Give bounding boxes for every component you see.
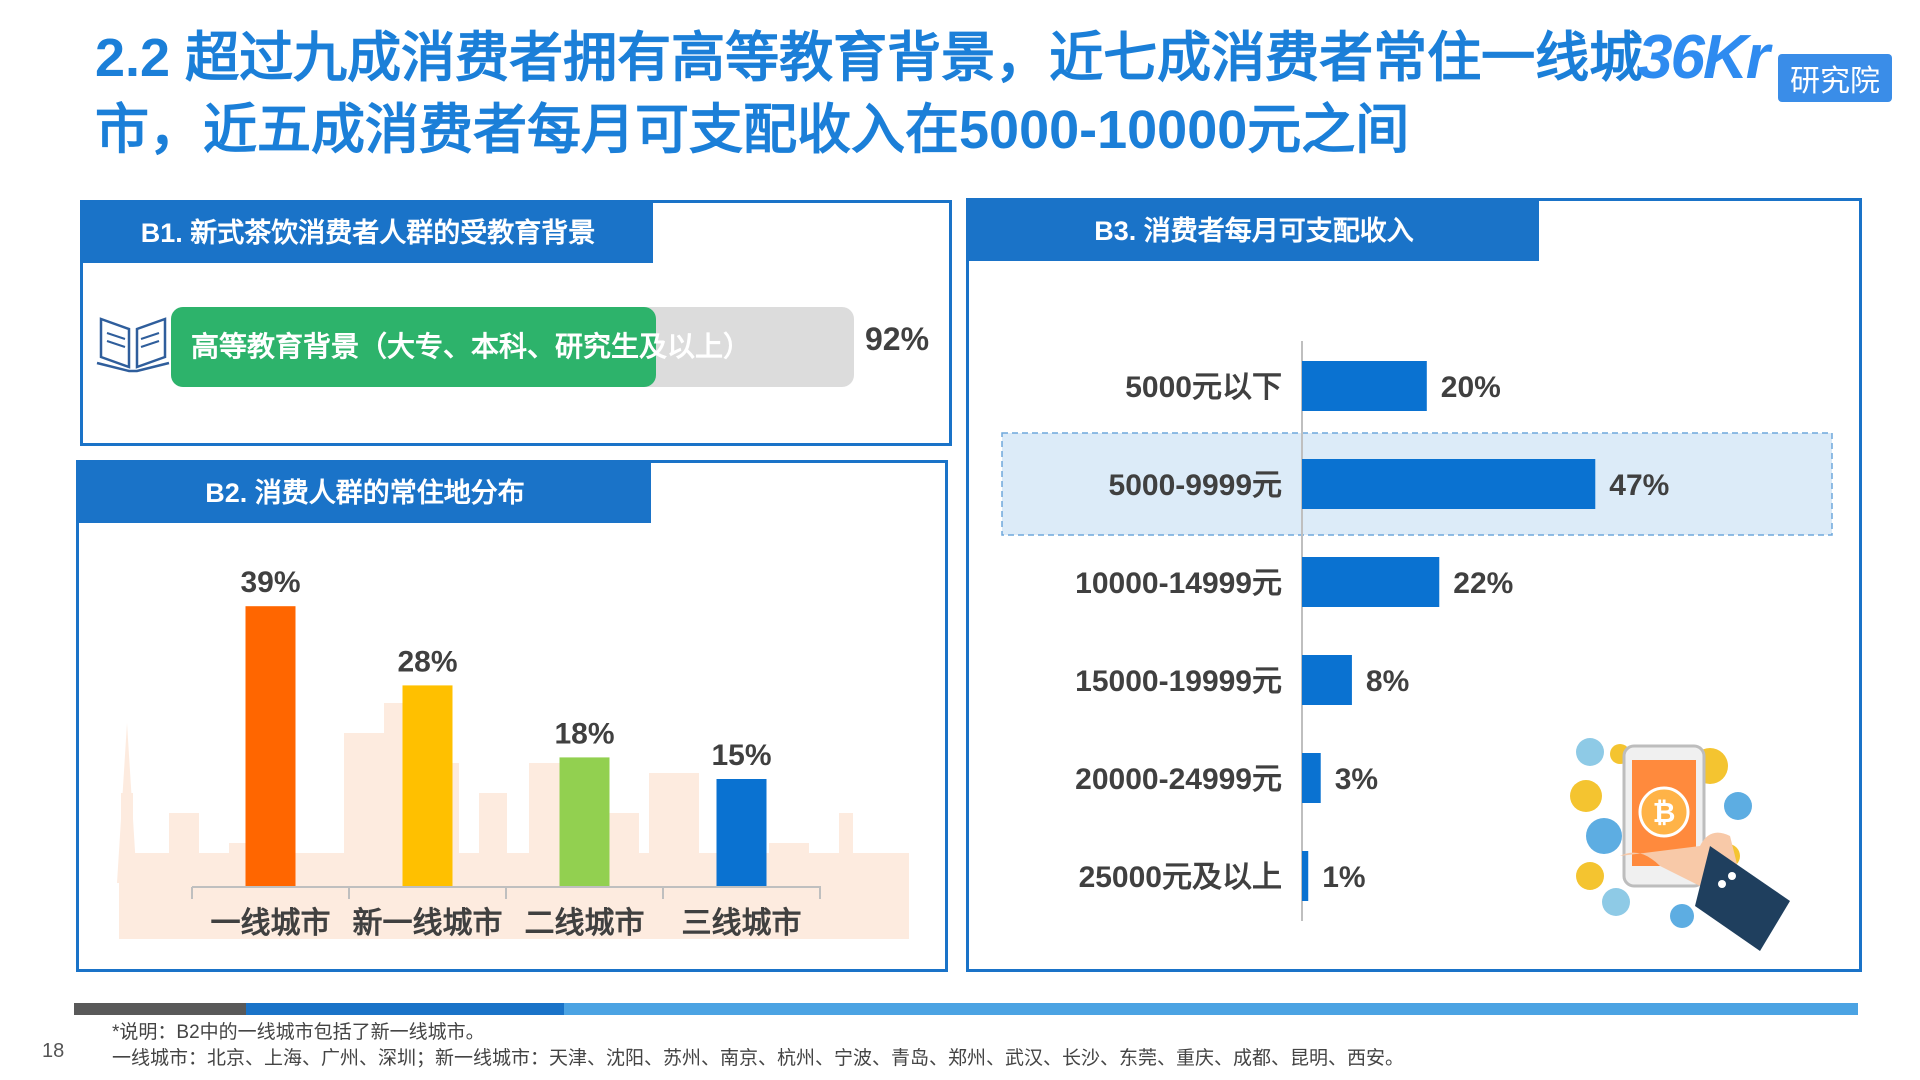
income-bar <box>1302 361 1427 411</box>
income-category-label: 20000-24999元 <box>1075 763 1282 796</box>
city-skyline-decoration <box>117 703 909 939</box>
city-category-label: 三线城市 <box>682 906 802 940</box>
footer-bar-gray <box>74 1003 246 1015</box>
city-bar-chart: 39% 一线城市 28% 新一线城市 18% 二线城市 15% 三线城市 <box>117 566 909 940</box>
open-book-icon <box>96 317 170 373</box>
footnote-line-1: *说明：B2中的一线城市包括了新一线城市。 <box>112 1022 485 1043</box>
income-category-label: 25000元及以上 <box>1079 861 1282 894</box>
income-bar-value: 22% <box>1453 567 1513 600</box>
income-bar-value: 1% <box>1322 861 1365 894</box>
education-bar-track <box>171 307 854 387</box>
footnote: *说明：B2中的一线城市包括了新一线城市。 一线城市：北京、上海、广州、深圳；新… <box>112 1020 1404 1072</box>
income-bar-value: 8% <box>1366 665 1409 698</box>
income-bar-value: 3% <box>1335 763 1378 796</box>
income-category-label: 5000元以下 <box>1125 371 1282 404</box>
income-category-label: 15000-19999元 <box>1075 665 1282 698</box>
income-bar <box>1302 557 1440 607</box>
income-category-label: 5000-9999元 <box>1109 469 1282 502</box>
panel-b3-title: B3. 消费者每月可支配收入 <box>969 201 1539 261</box>
income-bar <box>1302 753 1321 803</box>
panel-b1-title: B1. 新式茶饮消费者人群的受教育背景 <box>83 203 653 263</box>
city-bar-value: 15% <box>711 739 771 772</box>
income-category-label: 10000-14999元 <box>1075 567 1282 600</box>
income-bar <box>1302 459 1596 509</box>
income-bar <box>1302 851 1309 901</box>
city-bar <box>402 685 453 887</box>
panel-b3-income: B3. 消费者每月可支配收入 20% 5000元以下 47% 5000-9999元 22… <box>966 198 1862 972</box>
city-bar <box>716 779 767 887</box>
footnote-line-2: 一线城市：北京、上海、广州、深圳；新一线城市：天津、沈阳、苏州、南京、杭州、宁波… <box>112 1048 1405 1069</box>
education-bar-value: 92% <box>865 321 930 357</box>
footer-bar-blue <box>246 1003 564 1015</box>
city-category-label: 一线城市 <box>211 906 331 940</box>
education-bar-label: 高等教育背景（大专、本科、研究生及以上） <box>191 331 752 362</box>
city-bar-value: 39% <box>240 566 300 599</box>
logo-brand: 36Kr <box>1638 23 1770 92</box>
logo-badge: 研究院 <box>1778 54 1892 102</box>
footer-bar-lightblue <box>564 1003 1858 1015</box>
phone-coins-icon: ₿ <box>1570 738 1790 951</box>
education-bar-fill <box>171 307 656 387</box>
city-bar-value: 28% <box>397 645 457 678</box>
income-bar-value: 20% <box>1441 371 1501 404</box>
income-bar <box>1302 655 1352 705</box>
panel-b2-title: B2. 消费人群的常住地分布 <box>79 463 651 523</box>
income-bar-chart: 20% 5000元以下 47% 5000-9999元 22% 10000-14999元 8%… <box>1001 341 1833 921</box>
panel-b2-residence: B2. 消费人群的常住地分布 39% 一线城市 28% 新一线城市 18% 二线城市 15%… <box>76 460 948 972</box>
logo-36kr-research: 36Kr 研究院 <box>1638 22 1908 102</box>
page-number: 18 <box>42 1040 65 1062</box>
city-bar <box>245 606 296 887</box>
panel-b1-education: B1. 新式茶饮消费者人群的受教育背景 高等教育背景（大专、本科、研究生及以上）… <box>80 200 952 446</box>
page-title: 2.2 超过九成消费者拥有高等教育背景，近七成消费者常住一线城市，近五成消费者每… <box>95 28 1644 160</box>
city-bar-value: 18% <box>554 717 614 750</box>
city-bar <box>559 757 610 887</box>
city-category-label: 二线城市 <box>525 906 645 940</box>
svg-text:₿: ₿ <box>1653 797 1676 828</box>
city-category-label: 新一线城市 <box>353 906 503 940</box>
income-bar-value: 47% <box>1609 469 1669 502</box>
